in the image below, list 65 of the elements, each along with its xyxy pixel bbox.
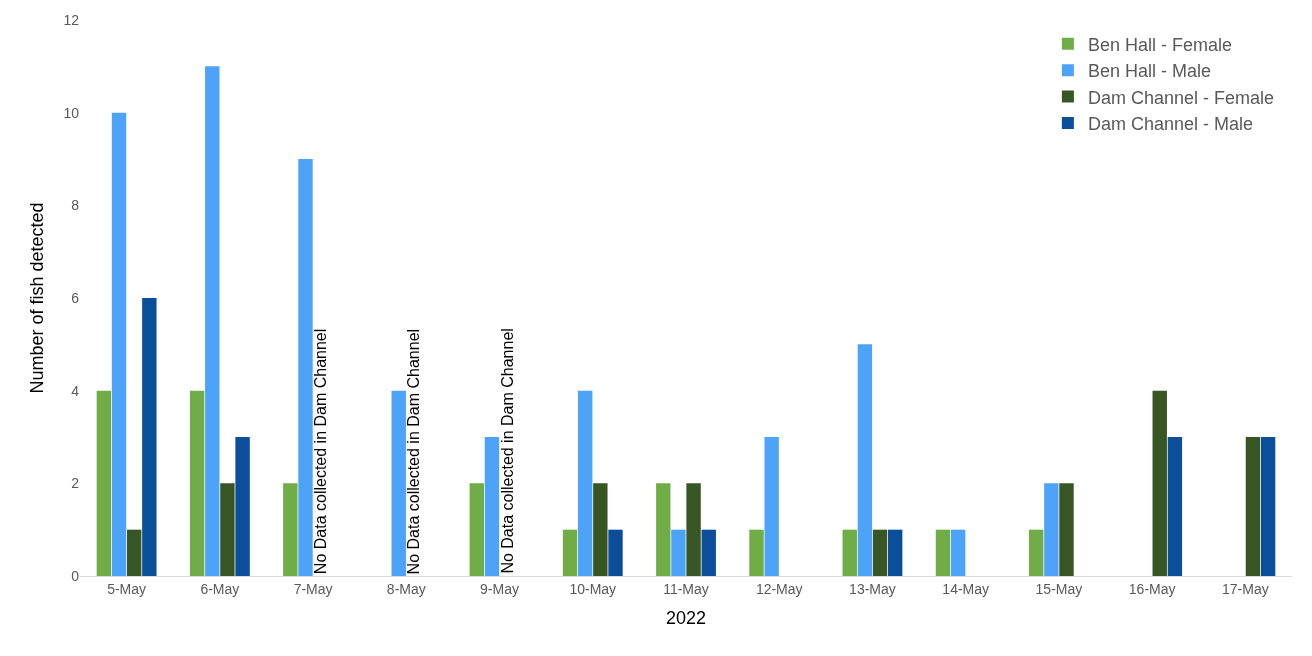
bar	[686, 483, 701, 576]
x-tick-label: 8-May	[386, 580, 426, 597]
bar	[484, 437, 500, 576]
bar	[142, 298, 157, 576]
bar	[1059, 483, 1074, 576]
x-tick-label: 10-May	[569, 580, 617, 597]
y-tick-label: 8	[71, 197, 80, 214]
bar	[205, 66, 220, 576]
bar	[950, 529, 966, 576]
y-tick-label: 6	[71, 289, 80, 306]
x-tick-label: 13-May	[849, 580, 896, 597]
legend-label: Dam Channel - Male	[1087, 113, 1253, 134]
bar	[608, 529, 623, 576]
bar	[111, 112, 127, 576]
bar	[593, 483, 608, 576]
x-tick-label: 7-May	[293, 580, 333, 597]
x-tick-label: 16-May	[1128, 580, 1176, 597]
x-axis-title: 2022	[665, 607, 707, 628]
bar	[469, 483, 485, 576]
y-tick-label: 12	[63, 11, 80, 28]
legend-label: Ben Hall - Female	[1087, 34, 1232, 55]
bar	[1245, 437, 1261, 576]
y-tick-label: 4	[71, 382, 80, 399]
y-tick-label: 2	[71, 475, 80, 492]
bar	[1029, 529, 1044, 576]
bar	[562, 529, 578, 576]
y-axis-title: Number of fish detected	[26, 202, 47, 394]
x-tick-label: 5-May	[107, 580, 147, 597]
bar	[749, 529, 764, 576]
bar	[189, 390, 205, 576]
bar	[764, 437, 779, 576]
x-tick-label: 9-May	[480, 580, 519, 597]
bar	[1260, 437, 1276, 576]
bar	[578, 390, 593, 576]
annotation: No Data collected in Dam Channel	[498, 328, 516, 574]
bar	[126, 529, 142, 576]
bar	[391, 390, 406, 576]
x-tick-label: 6-May	[200, 580, 240, 597]
x-tick-label: 15-May	[1035, 580, 1083, 597]
bar	[656, 483, 671, 576]
bar	[935, 529, 951, 576]
bar	[1152, 390, 1167, 576]
x-tick-label: 11-May	[663, 580, 709, 597]
bar	[1167, 437, 1183, 576]
bar	[298, 159, 313, 576]
bar	[220, 483, 235, 576]
y-tick-label: 0	[71, 567, 80, 584]
x-tick-label: 12-May	[755, 580, 803, 597]
y-tick-label: 10	[63, 104, 80, 121]
x-tick-label: 14-May	[942, 580, 990, 597]
bar	[1044, 483, 1059, 576]
annotation: No Data collected in Dam Channel	[405, 328, 423, 575]
bar	[857, 344, 873, 576]
bar	[671, 529, 686, 576]
bar	[283, 483, 298, 576]
bar	[235, 437, 250, 576]
annotation: No Data collected in Dam Channel	[312, 328, 330, 575]
bar	[887, 529, 903, 576]
x-tick-label: 17-May	[1222, 580, 1269, 597]
bar	[701, 529, 716, 576]
bar	[842, 529, 857, 576]
legend-label: Ben Hall - Male	[1087, 61, 1211, 82]
bar	[872, 529, 888, 576]
legend-label: Dam Channel - Female	[1087, 87, 1274, 108]
bar	[96, 390, 112, 576]
